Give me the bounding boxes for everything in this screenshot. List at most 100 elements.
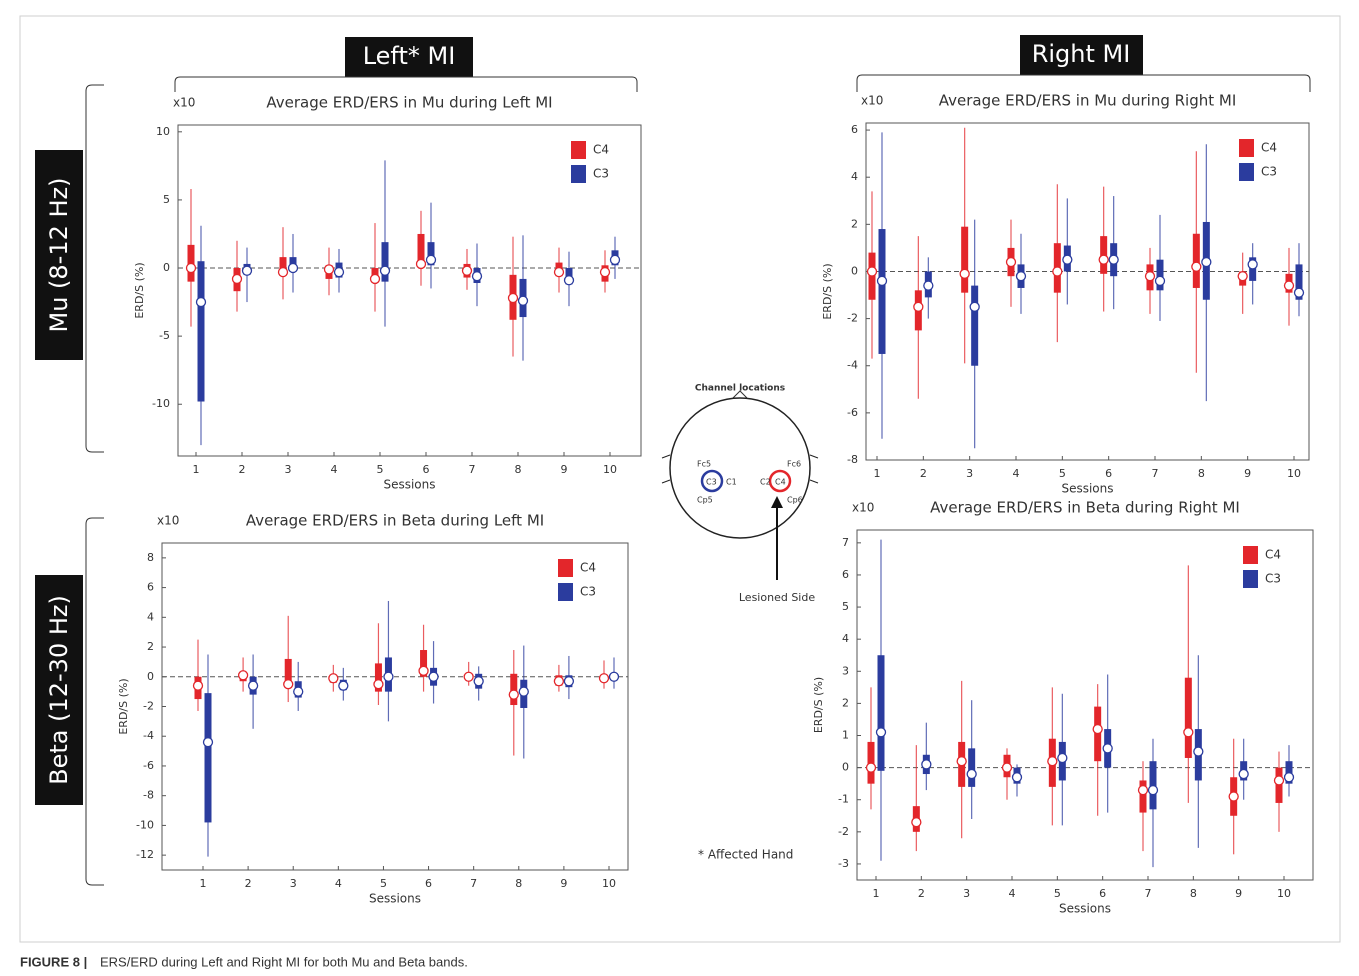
median <box>553 676 565 687</box>
median <box>1098 254 1109 265</box>
box <box>971 285 979 366</box>
median <box>563 676 575 687</box>
column-header: Left* MI <box>363 42 456 70</box>
channel-ring <box>700 469 724 493</box>
annotation: Lesioned Side <box>739 591 815 604</box>
bracket <box>174 76 638 92</box>
x-tick-label: 8 <box>515 463 522 476</box>
x-axis-label: Sessions <box>1061 482 1113 496</box>
median <box>328 673 339 684</box>
y-tick-label: -8 <box>847 453 858 466</box>
median <box>473 676 484 687</box>
head-diagram: Channel locations Fc5 C3 C1 Cp5 C2 C4 Fc… <box>661 384 819 604</box>
x-tick-label: 9 <box>560 877 567 890</box>
plot-frame <box>177 124 642 457</box>
ears <box>661 454 819 484</box>
row-header: Beta (12-30 Hz) <box>45 595 73 785</box>
y-tick-label: -12 <box>136 848 154 861</box>
y-scale-label: x10 <box>861 94 883 108</box>
channel-ring <box>768 469 792 493</box>
x-tick-label: 2 <box>918 887 925 900</box>
y-tick-label: -2 <box>847 312 858 325</box>
box <box>417 233 425 267</box>
median <box>379 265 391 276</box>
y-axis-label: ERD/S (%) <box>812 677 825 733</box>
median <box>202 737 214 748</box>
row-header: Mu (8-12 Hz) <box>45 177 73 332</box>
x-tick-label: 6 <box>425 877 432 890</box>
x-tick-label: 6 <box>1105 467 1112 480</box>
median <box>373 679 384 690</box>
box <box>279 257 287 275</box>
caption-text: ERS/ERD during Left and Right MI for bot… <box>100 954 468 969</box>
median <box>518 686 529 697</box>
median <box>1052 266 1063 277</box>
x-tick-label: 4 <box>1009 887 1016 900</box>
median <box>923 280 934 291</box>
median <box>508 689 519 700</box>
x-tick-label: 10 <box>603 463 617 476</box>
legend-label: C3 <box>1261 165 1277 179</box>
chart-title: Average ERD/ERS in Beta during Left MI <box>246 512 544 530</box>
x-tick-label: 10 <box>1277 887 1291 900</box>
x-tick-label: 6 <box>423 463 430 476</box>
column-header-box <box>1020 35 1143 75</box>
median <box>293 686 304 697</box>
legend-label: C4 <box>1265 548 1281 562</box>
x-tick-label: 4 <box>331 463 338 476</box>
x-tick-label: 2 <box>239 463 246 476</box>
box <box>284 658 292 688</box>
legend-swatch <box>558 559 573 577</box>
y-tick-label: 0 <box>147 670 154 683</box>
y-scale-label: x10 <box>852 501 874 515</box>
median <box>599 266 611 278</box>
bracket <box>856 74 1311 92</box>
legend-label: C3 <box>580 585 596 599</box>
median <box>609 254 621 266</box>
median <box>969 301 980 312</box>
box <box>420 650 428 677</box>
median <box>598 673 610 684</box>
x-axis-label: Sessions <box>383 478 435 492</box>
y-tick-label: 0 <box>851 264 858 277</box>
median <box>231 273 243 285</box>
box <box>197 261 205 402</box>
legend-swatch <box>1239 139 1254 157</box>
median <box>876 275 888 287</box>
x-tick-label: 2 <box>920 467 927 480</box>
y-tick-label: 2 <box>851 217 858 230</box>
x-tick-label: 1 <box>873 887 880 900</box>
box <box>510 673 518 706</box>
x-tick-label: 7 <box>1152 467 1159 480</box>
median <box>471 271 483 282</box>
median <box>1062 254 1073 265</box>
box <box>1192 233 1200 288</box>
x-tick-label: 8 <box>1198 467 1205 480</box>
plot-frame <box>865 122 1310 461</box>
electrode-label: Fc6 <box>787 460 801 469</box>
median <box>1047 756 1058 767</box>
box <box>381 242 389 282</box>
median <box>241 265 253 276</box>
legend-label: C4 <box>1261 141 1277 155</box>
electrode-label: Cp6 <box>787 496 803 505</box>
median <box>1015 271 1027 282</box>
box <box>961 226 969 293</box>
x-tick-label: 5 <box>1054 887 1061 900</box>
legend-swatch <box>1243 546 1258 564</box>
median <box>1273 775 1285 786</box>
chart-title: Average ERD/ERS in Mu during Left MI <box>266 94 552 112</box>
median <box>1005 256 1017 268</box>
column-header-box <box>345 37 473 77</box>
x-tick-label: 4 <box>1013 467 1020 480</box>
median <box>563 275 575 286</box>
median <box>1137 784 1149 796</box>
box <box>1156 259 1164 291</box>
x-tick-label: 2 <box>245 877 252 890</box>
y-axis-label: ERD/S (%) <box>133 262 146 318</box>
median <box>553 266 565 278</box>
median <box>956 756 967 767</box>
median <box>192 680 204 691</box>
median <box>1283 280 1295 291</box>
